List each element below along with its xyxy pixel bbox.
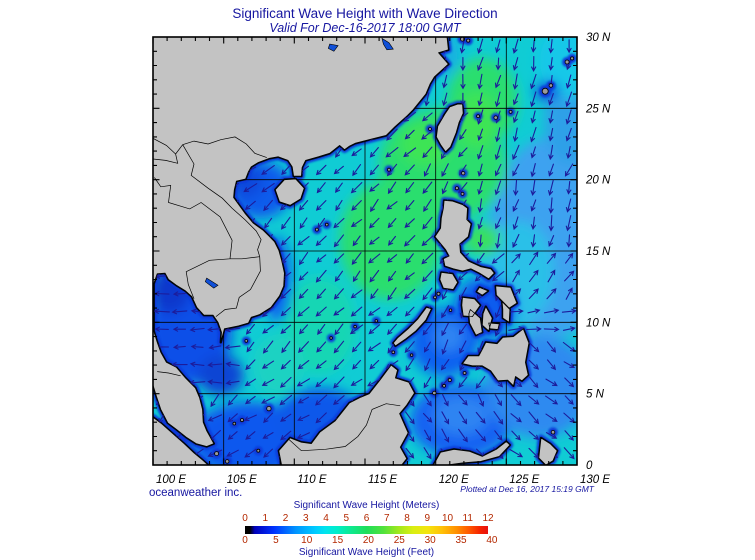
island-dot xyxy=(391,350,396,355)
feet-tick: 30 xyxy=(424,535,436,546)
chart-title-block: Significant Wave Height with Wave Direct… xyxy=(153,6,577,35)
lat-label: 0 xyxy=(586,460,593,472)
feet-tick: 35 xyxy=(455,535,467,546)
colorbar-meters-ticks: 0 1 2 3 4 5 6 7 8 9 10 11 12 xyxy=(242,513,493,525)
meters-tick: 11 xyxy=(462,513,473,524)
lon-label: 105 E xyxy=(227,474,257,486)
map-canvas: 30 N 25 N 20 N 15 N 10 N 5 N 0 100 E 105 E 110 E 1… xyxy=(152,32,611,486)
island-dot xyxy=(448,308,453,312)
axis-ticks xyxy=(152,36,578,466)
island-dot xyxy=(564,59,570,65)
island-dot xyxy=(461,171,466,176)
meters-tick: 6 xyxy=(363,513,370,524)
meters-tick: 4 xyxy=(323,513,329,524)
meters-tick: 5 xyxy=(343,513,350,524)
island-dot xyxy=(428,127,432,131)
island-dot xyxy=(387,167,391,172)
island-dot xyxy=(374,319,378,323)
island-dot xyxy=(476,114,481,119)
lat-label: 10 N xyxy=(586,317,611,329)
island-dot xyxy=(240,418,245,423)
lat-label: 15 N xyxy=(586,246,611,258)
feet-tick: 20 xyxy=(362,535,374,546)
colorbar-gradient xyxy=(245,526,488,534)
island-dot xyxy=(214,451,219,457)
island-dot xyxy=(466,38,471,43)
meters-tick: 7 xyxy=(383,513,390,524)
plotted-timestamp: Plotted at Dec 16, 2017 15:19 GMT xyxy=(460,484,594,494)
lake xyxy=(204,277,219,289)
meters-tick: 1 xyxy=(262,513,269,524)
feet-tick: 40 xyxy=(486,535,498,546)
island-dot xyxy=(508,110,513,114)
island-dot xyxy=(454,186,459,191)
island-dot xyxy=(436,291,441,296)
colorbar-title-meters: Significant Wave Height (Meters) xyxy=(293,500,440,511)
island-dot xyxy=(266,405,272,412)
lon-label: 110 E xyxy=(297,474,327,486)
meters-tick: 12 xyxy=(482,513,494,524)
map-layers xyxy=(153,37,577,465)
island-dot xyxy=(550,430,556,435)
island-dot xyxy=(256,448,261,453)
island-dot xyxy=(409,353,414,357)
lon-label: 130 E xyxy=(580,474,610,486)
meters-tick: 0 xyxy=(242,513,248,524)
lat-label: 20 N xyxy=(585,175,611,187)
country-borders xyxy=(153,136,401,452)
lon-label: 100 E xyxy=(156,474,186,486)
lat-label: 30 N xyxy=(586,32,611,44)
meters-tick: 2 xyxy=(282,513,289,524)
island-dot xyxy=(548,83,554,88)
island-dot xyxy=(314,227,319,232)
brand-text: oceanweather inc. xyxy=(149,487,243,499)
landmasses xyxy=(153,37,558,465)
lake xyxy=(381,37,394,51)
lon-label: 125 E xyxy=(509,474,539,486)
island-dot xyxy=(433,295,437,300)
island-dot xyxy=(244,339,249,343)
island-dot xyxy=(493,115,498,120)
island-dot xyxy=(462,371,467,375)
meters-tick: 10 xyxy=(441,513,454,524)
island-dot xyxy=(460,191,465,196)
island-dot xyxy=(541,87,549,95)
chart-title: Significant Wave Height with Wave Direct… xyxy=(232,6,498,21)
meters-tick: 3 xyxy=(302,513,309,524)
island-dot xyxy=(232,421,237,426)
lon-label: 120 E xyxy=(439,474,469,486)
island-dot xyxy=(325,222,329,227)
lat-label: 5 N xyxy=(586,389,605,401)
lake xyxy=(327,43,339,52)
feet-tick: 0 xyxy=(242,535,248,546)
feet-tick: 10 xyxy=(301,535,313,546)
feet-tick: 5 xyxy=(273,535,279,546)
colorbar-feet-ticks: 0 5 10 15 20 25 30 35 40 xyxy=(242,535,497,547)
lon-label: 115 E xyxy=(368,474,398,486)
colorbar-title-feet: Significant Wave Height (Feet) xyxy=(298,547,435,558)
chart-subtitle: Valid For Dec-16-2017 18:00 GMT xyxy=(269,21,461,35)
lat-label: 25 N xyxy=(585,103,611,115)
island-dot xyxy=(570,56,575,61)
feet-tick: 15 xyxy=(332,535,344,546)
island-dot xyxy=(353,324,357,329)
feet-tick: 25 xyxy=(393,535,405,546)
meters-tick: 8 xyxy=(404,513,410,524)
meters-tick: 9 xyxy=(424,513,431,524)
island-dot xyxy=(224,459,230,464)
island-dot xyxy=(442,383,447,388)
island-dot xyxy=(432,390,437,396)
island-dot xyxy=(447,378,452,383)
island-dot xyxy=(329,336,333,340)
